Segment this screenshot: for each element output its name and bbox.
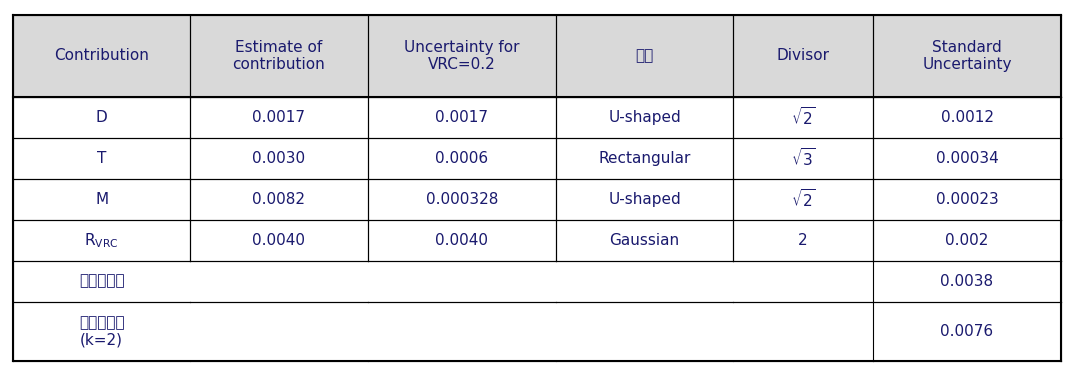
Text: 0.002: 0.002	[945, 233, 989, 248]
Bar	[873, 261, 1061, 302]
Text: R$_{\mathrm{VRC}}$: R$_{\mathrm{VRC}}$	[85, 231, 119, 250]
Bar	[367, 220, 556, 261]
Bar	[190, 138, 367, 179]
Bar	[556, 97, 734, 138]
Text: D: D	[96, 110, 107, 125]
Text: $\sqrt{2}$: $\sqrt{2}$	[790, 188, 815, 210]
Text: 0.0017: 0.0017	[435, 110, 489, 125]
Text: 확장불확도
(k=2): 확장불확도 (k=2)	[78, 315, 125, 347]
Text: U-shaped: U-shaped	[608, 110, 681, 125]
Text: T: T	[97, 151, 106, 166]
Bar	[190, 261, 367, 302]
Bar	[13, 97, 190, 138]
Bar	[734, 261, 873, 302]
Bar	[873, 15, 1061, 97]
Bar	[556, 302, 734, 361]
Bar	[873, 179, 1061, 220]
Text: 0.0040: 0.0040	[252, 233, 305, 248]
Text: 0.000328: 0.000328	[425, 192, 498, 207]
Bar	[13, 179, 190, 220]
Bar	[190, 302, 367, 361]
Text: 0.0017: 0.0017	[252, 110, 305, 125]
Text: 표준불확도: 표준불확도	[78, 274, 125, 289]
Bar	[873, 97, 1061, 138]
Text: M: M	[95, 192, 108, 207]
Bar	[556, 220, 734, 261]
Bar	[734, 97, 873, 138]
Bar	[873, 220, 1061, 261]
Bar	[367, 302, 556, 361]
Bar	[556, 261, 734, 302]
Bar	[190, 220, 367, 261]
Bar	[734, 302, 873, 361]
Text: Gaussian: Gaussian	[609, 233, 680, 248]
Text: 2: 2	[798, 233, 808, 248]
Text: 0.00034: 0.00034	[935, 151, 999, 166]
Bar	[190, 179, 367, 220]
Bar	[556, 15, 734, 97]
Bar	[873, 302, 1061, 361]
Text: U-shaped: U-shaped	[608, 192, 681, 207]
Text: 0.0076: 0.0076	[941, 324, 993, 339]
Bar	[190, 97, 367, 138]
Bar	[367, 179, 556, 220]
Text: Standard
Uncertainty: Standard Uncertainty	[923, 40, 1012, 72]
Bar	[734, 179, 873, 220]
Bar	[13, 138, 190, 179]
Text: 0.00023: 0.00023	[935, 192, 999, 207]
Bar	[556, 179, 734, 220]
Text: 0.0006: 0.0006	[435, 151, 489, 166]
Text: 분포: 분포	[636, 49, 654, 64]
Bar	[367, 138, 556, 179]
Text: 0.0038: 0.0038	[941, 274, 993, 289]
Bar	[190, 15, 367, 97]
Bar	[367, 15, 556, 97]
Text: $\sqrt{3}$: $\sqrt{3}$	[790, 147, 815, 169]
Text: Divisor: Divisor	[777, 49, 829, 64]
Text: Estimate of
contribution: Estimate of contribution	[233, 40, 325, 72]
Text: 0.0040: 0.0040	[435, 233, 489, 248]
Text: Uncertainty for
VRC=0.2: Uncertainty for VRC=0.2	[404, 40, 520, 72]
Text: 0.0082: 0.0082	[252, 192, 305, 207]
Bar	[367, 97, 556, 138]
Text: Contribution: Contribution	[54, 49, 149, 64]
Bar	[13, 15, 190, 97]
Text: 0.0030: 0.0030	[252, 151, 305, 166]
Text: $\sqrt{2}$: $\sqrt{2}$	[790, 106, 815, 128]
Bar	[13, 302, 190, 361]
Bar	[13, 261, 190, 302]
Text: Rectangular: Rectangular	[598, 151, 691, 166]
Bar	[734, 138, 873, 179]
Text: 0.0012: 0.0012	[941, 110, 993, 125]
Bar	[13, 220, 190, 261]
Bar	[367, 261, 556, 302]
Bar	[734, 15, 873, 97]
Bar	[556, 138, 734, 179]
Bar	[734, 220, 873, 261]
Bar	[873, 138, 1061, 179]
